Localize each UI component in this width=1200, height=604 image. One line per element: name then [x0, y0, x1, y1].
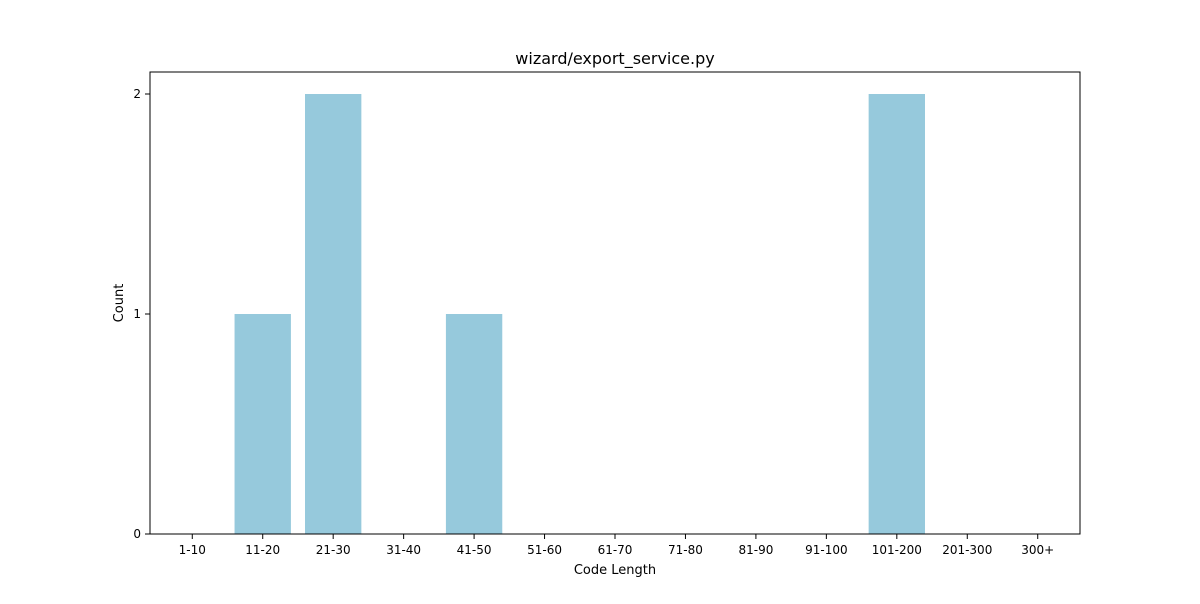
x-axis-label: Code Length — [574, 563, 656, 578]
y-tick-label: 2 — [133, 87, 141, 101]
x-tick-label: 41-50 — [457, 543, 492, 557]
chart-title: wizard/export_service.py — [515, 49, 714, 69]
x-tick-label: 101-200 — [872, 543, 922, 557]
x-tick-label: 21-30 — [316, 543, 351, 557]
y-tick-label: 1 — [133, 307, 141, 321]
x-tick-label: 61-70 — [598, 543, 633, 557]
x-tick-label: 51-60 — [527, 543, 562, 557]
x-tick-label: 201-300 — [942, 543, 992, 557]
bar-101-200 — [868, 94, 925, 534]
y-axis: 0 1 2 — [133, 87, 150, 541]
y-tick-label: 0 — [133, 527, 141, 541]
y-axis-label: Count — [112, 284, 127, 323]
x-tick-label: 300+ — [1021, 543, 1054, 557]
x-tick-label: 91-100 — [805, 543, 848, 557]
x-axis: 1-10 11-20 21-30 31-40 41-50 51-60 61-70 71-80 8… — [179, 534, 1054, 557]
x-tick-label: 81-90 — [738, 543, 773, 557]
bar-41-50 — [445, 314, 503, 534]
bars-group — [234, 94, 925, 534]
x-tick-label: 31-40 — [386, 543, 421, 557]
x-tick-label: 71-80 — [668, 543, 703, 557]
bar-21-30 — [305, 94, 362, 534]
x-tick-label: 11-20 — [245, 543, 280, 557]
x-tick-label: 1-10 — [179, 543, 206, 557]
bar-11-20 — [234, 314, 291, 534]
